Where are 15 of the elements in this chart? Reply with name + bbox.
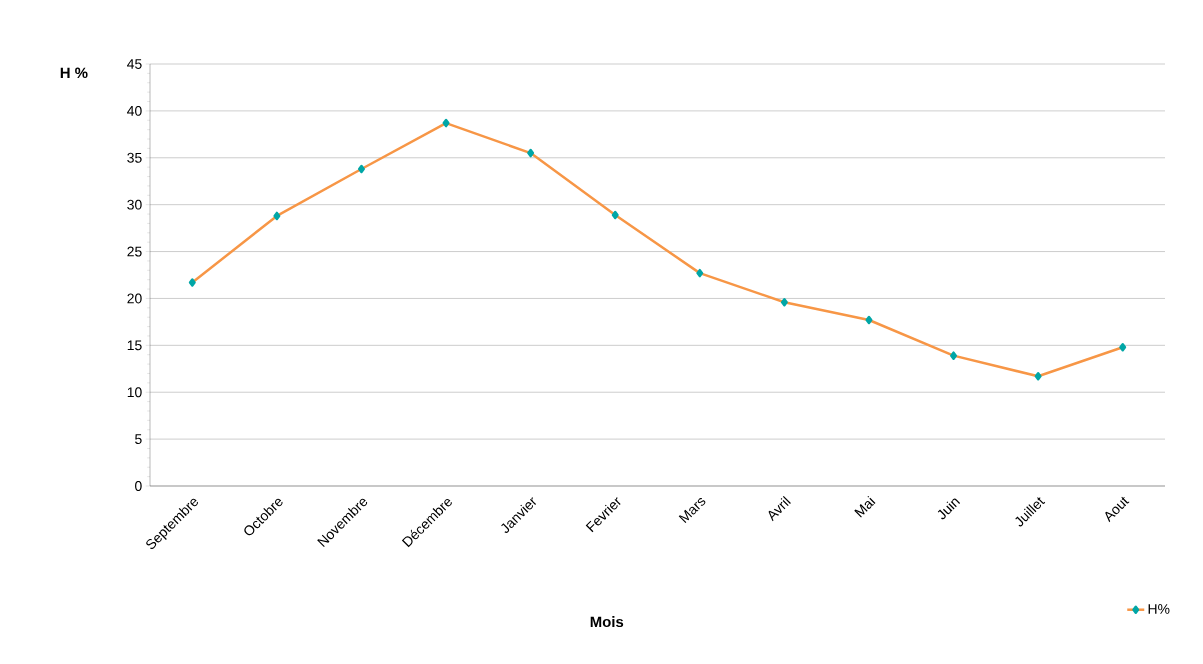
y-tick-label: 40 — [127, 105, 142, 116]
y-tick-label: 25 — [127, 246, 142, 257]
legend-label: H% — [1148, 604, 1170, 614]
y-tick-label: 15 — [127, 340, 142, 351]
y-tick-label: 0 — [135, 481, 142, 491]
x-axis-title: Mois — [590, 616, 624, 628]
y-tick-label: 30 — [127, 199, 142, 210]
y-tick-label: 10 — [127, 387, 142, 398]
x-tick-label: Juin — [937, 498, 961, 520]
x-tick-label: Mai — [854, 495, 876, 518]
y-tick-label: 35 — [127, 152, 142, 163]
y-tick-label: 20 — [127, 293, 142, 304]
y-tick-label: 5 — [135, 434, 142, 444]
y-axis-title: H % — [60, 67, 88, 79]
y-tick-label: 45 — [127, 59, 142, 69]
